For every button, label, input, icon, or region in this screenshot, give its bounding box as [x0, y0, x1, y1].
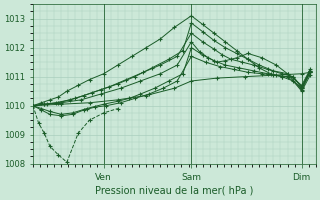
- X-axis label: Pression niveau de la mer( hPa ): Pression niveau de la mer( hPa ): [95, 186, 253, 196]
